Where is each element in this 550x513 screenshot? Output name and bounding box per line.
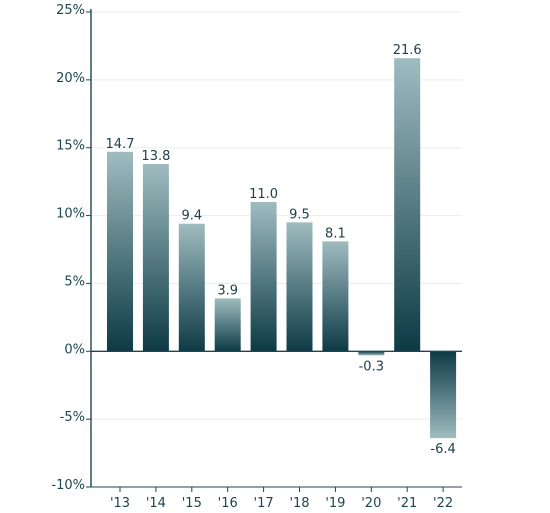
- x-tick-label: '14: [146, 496, 166, 511]
- bars: [107, 58, 457, 439]
- data-label: 3.9: [217, 283, 238, 298]
- y-tick-label: 15%: [56, 139, 85, 154]
- data-labels: 14.7 13.8 9.4 3.9 11.0 9.5 8.1 -0.3 21.6 -6.4: [106, 43, 456, 457]
- bar: [214, 298, 241, 352]
- y-tick-label: 5%: [64, 274, 85, 289]
- data-label: -6.4: [430, 442, 455, 457]
- bar: [286, 222, 313, 352]
- bar: [250, 202, 277, 352]
- x-tick-label: '15: [182, 496, 202, 511]
- data-label: 11.0: [249, 187, 278, 202]
- axes: [90, 9, 462, 488]
- data-label: 8.1: [325, 226, 346, 241]
- data-label: 14.7: [106, 137, 135, 152]
- x-axis-categories: '13 '14 '15 '16 '17 '18 '19 '20 '21 '22: [110, 487, 453, 511]
- x-tick-label: '18: [289, 496, 309, 511]
- x-tick-label: '21: [397, 496, 417, 511]
- bar: [430, 351, 457, 439]
- bar: [107, 151, 133, 352]
- y-tick-label: 10%: [56, 207, 85, 222]
- data-label: 9.5: [289, 207, 310, 222]
- x-tick-label: '22: [433, 496, 453, 511]
- x-tick-label: '19: [325, 496, 345, 511]
- bar: [394, 58, 421, 352]
- y-tick-label: 25%: [56, 3, 85, 18]
- x-tick-label: '17: [254, 496, 274, 511]
- bar: [358, 351, 385, 356]
- data-label: 9.4: [181, 209, 202, 224]
- x-tick-label: '20: [361, 496, 381, 511]
- x-tick-label: '13: [110, 496, 130, 511]
- y-tick-label: 20%: [56, 71, 85, 86]
- x-tick-label: '16: [218, 496, 238, 511]
- bar: [178, 223, 205, 352]
- y-tick-label: 0%: [64, 342, 85, 357]
- data-label: -0.3: [359, 359, 384, 374]
- bar: [322, 241, 349, 352]
- y-axis-ticks: 25% 20% 15% 10% 5% 0% -5% -10%: [51, 3, 91, 493]
- y-tick-label: -10%: [51, 478, 85, 493]
- bar: [142, 164, 169, 352]
- data-label: 13.8: [141, 149, 170, 164]
- data-label: 21.6: [393, 43, 422, 58]
- y-tick-label: -5%: [60, 410, 85, 425]
